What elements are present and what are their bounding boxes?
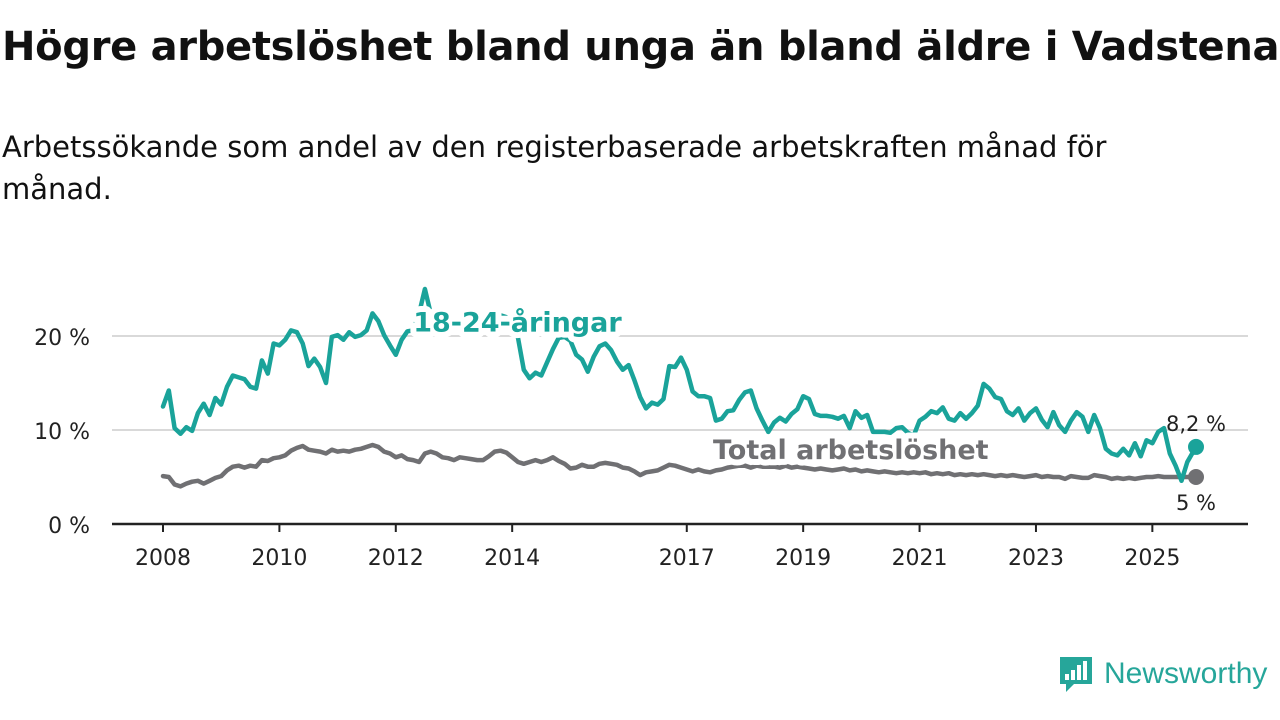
brand-logo[interactable]: Newsworthy — [1058, 654, 1267, 694]
series-label-youth: 18-24-åringar — [413, 306, 622, 338]
end-value-label-youth: 8,2 % — [1166, 412, 1226, 436]
brand-name: Newsworthy — [1104, 657, 1268, 690]
series-label-total: Total arbetslöshet — [713, 435, 989, 466]
series-label-halo: Total arbetslöshet — [713, 435, 989, 466]
x-tick-label: 2010 — [251, 546, 307, 571]
series-end-marker — [1188, 438, 1204, 455]
y-axis-ticks: 0 % 10 % 20 % — [34, 326, 90, 539]
x-tick-label: 2017 — [659, 546, 715, 571]
x-tick-label: 2019 — [775, 546, 831, 571]
series-line — [160, 442, 1199, 489]
gridlines — [112, 335, 1248, 431]
end-value-label-total: 5 % — [1176, 491, 1216, 515]
series-label-halo: 18-24-åringar — [413, 306, 622, 338]
y-tick-label: 0 % — [48, 514, 90, 539]
series-lines — [160, 286, 1204, 489]
x-tick-label: 2014 — [484, 546, 540, 571]
line-chart: 0 % 10 % 20 % 2008 2010 2012 2014 2017 2019 2021… — [34, 286, 1248, 571]
y-tick-label: 20 % — [34, 326, 90, 351]
x-tick-label: 2025 — [1124, 546, 1180, 571]
x-tick-label: 2021 — [892, 546, 948, 571]
x-tick-label: 2012 — [368, 546, 424, 571]
chart-title: Högre arbetslöshet bland unga än bland ä… — [2, 24, 1280, 70]
chart-subtitle: Arbetssökande som andel av den registerb… — [2, 130, 1107, 206]
x-tick-label: 2008 — [135, 546, 191, 571]
bar-chart-speech-bubble-icon — [1060, 657, 1092, 692]
series-labels: 8,2 %5 %18-24-åringar18-24-åringarTotal … — [407, 300, 1226, 515]
x-axis: 2008 2010 2012 2014 2017 2019 2021 2023 2025 — [112, 522, 1248, 571]
series-line — [160, 286, 1199, 484]
series-end-marker — [1188, 469, 1204, 485]
x-tick-label: 2023 — [1008, 546, 1064, 571]
y-tick-label: 10 % — [34, 420, 90, 445]
